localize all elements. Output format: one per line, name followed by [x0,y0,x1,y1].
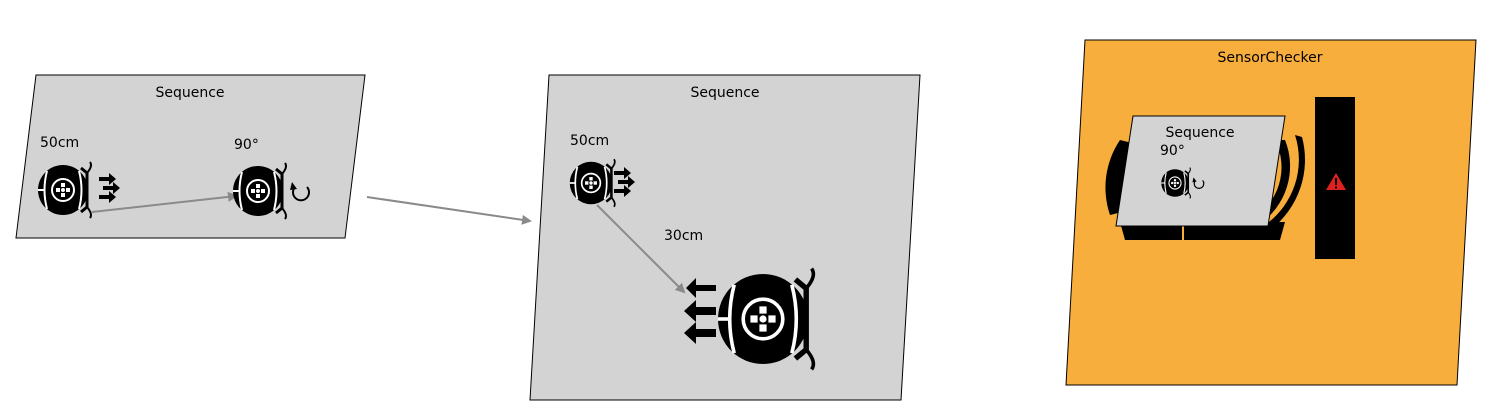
panel-background [1115,115,1286,227]
panel-title: SensorChecker [1218,50,1323,66]
step-connector [91,191,238,213]
sequence-connector [366,196,532,225]
panel-title: Sequence [690,85,759,101]
warning-triangle-icon [1326,173,1346,190]
panel-title: Sequence [1165,125,1234,141]
step-distance-label: 30cm [664,228,703,244]
panel-background [529,74,921,401]
step-angle-label: 90° [234,137,259,153]
backward-arrows-icon [684,278,716,344]
step-angle-label: 90° [1160,143,1185,159]
sensor-checker-panel[interactable]: SensorChecker Sequence 90° [1065,39,1477,386]
step-distance-label: 50cm [570,133,609,149]
step-distance-label: 50cm [40,135,79,151]
step-connector [596,204,686,294]
panel-title: Sequence [155,85,224,101]
inner-sequence-panel[interactable]: Sequence 90° [1115,115,1286,227]
sequence-panel-1[interactable]: Sequence 50cm 90° [15,74,366,239]
sequence-panel-2[interactable]: Sequence 50cm 30cm [529,74,921,401]
